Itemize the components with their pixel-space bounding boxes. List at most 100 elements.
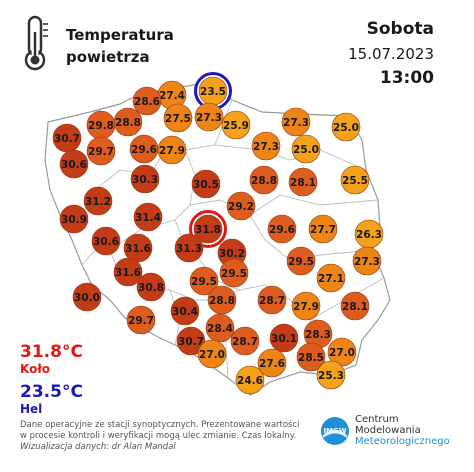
footer-credit: Wizualizacja danych: dr Alan Mandal [20, 442, 176, 452]
station-value: 23.5 [200, 86, 226, 98]
date-label: 15.07.2023 [348, 45, 434, 63]
station-marker: 28.7 [257, 285, 287, 315]
station-dot [257, 285, 287, 315]
station-marker: 25.5 [340, 165, 370, 195]
station-value: 29.5 [191, 276, 217, 288]
station-value: 30.6 [61, 159, 87, 171]
station-dot [132, 86, 162, 116]
station-value: 30.7 [178, 336, 204, 348]
station-marker: 26.3 [354, 219, 384, 249]
station-value: 29.8 [88, 120, 114, 132]
station-value: 27.3 [253, 141, 279, 153]
station-dot [352, 246, 382, 276]
station-marker: 28.6 [132, 86, 162, 116]
station-marker: 27.3 [281, 107, 311, 137]
station-dot [249, 165, 279, 195]
page-title: Temperatura powietrza [66, 24, 174, 68]
station-marker: 27.9 [291, 291, 321, 321]
footer-line-2: w procesie kontroli i weryfikacji mogą u… [20, 431, 297, 441]
station-dot [86, 136, 116, 166]
thermometer-icon [20, 14, 50, 76]
station-dot [308, 214, 338, 244]
station-marker: 25.3 [316, 360, 346, 390]
station-dot [340, 291, 370, 321]
imgw-logo: IMGW Centrum Modelowania Meteorologiczne… [320, 414, 450, 447]
logo-line-3: Meteorologicznego [355, 436, 450, 447]
station-value: 27.5 [165, 113, 191, 125]
station-dot [194, 102, 224, 132]
station-marker: 27.3 [194, 102, 224, 132]
station-dot [257, 348, 287, 378]
station-dot [163, 103, 193, 133]
station-marker: 28.3 [303, 319, 333, 349]
station-marker: 27.7 [308, 214, 338, 244]
station-value: 28.7 [259, 295, 285, 307]
station-dot [136, 272, 166, 302]
station-marker: 31.6 [113, 257, 143, 287]
station-marker: 30.0 [72, 282, 102, 312]
station-value: 30.6 [93, 236, 119, 248]
station-marker: 27.1 [316, 263, 346, 293]
station-marker: 29.2 [226, 191, 256, 221]
station-marker: 30.8 [136, 272, 166, 302]
station-dot [126, 305, 156, 335]
station-marker: 27.5 [163, 103, 193, 133]
station-value: 24.6 [237, 375, 263, 387]
station-dot [267, 214, 297, 244]
station-dot [316, 360, 346, 390]
station-dot [205, 313, 235, 343]
station-dot [193, 214, 223, 244]
station-value: 31.3 [176, 243, 202, 255]
station-value: 27.3 [196, 112, 222, 124]
station-value: 28.3 [305, 329, 331, 341]
station-value: 27.0 [329, 347, 355, 359]
title-line-2: powietrza [66, 48, 150, 66]
station-marker: 27.0 [197, 339, 227, 369]
station-dot [170, 296, 200, 326]
station-marker: 29.6 [129, 134, 159, 164]
station-dot [221, 110, 251, 140]
station-value: 29.2 [228, 201, 254, 213]
station-dot [219, 258, 249, 288]
station-value: 30.2 [219, 248, 245, 260]
station-value: 31.6 [115, 267, 141, 279]
station-marker: 27.0 [327, 337, 357, 367]
station-value: 25.0 [293, 144, 319, 156]
station-value: 29.6 [131, 144, 157, 156]
station-dot [157, 135, 187, 165]
imgw-logo-mark: IMGW [323, 427, 346, 435]
station-dot [91, 226, 121, 256]
station-value: 28.7 [232, 336, 258, 348]
station-dot [191, 169, 221, 199]
station-value: 29.7 [88, 146, 114, 158]
station-marker: 28.7 [230, 326, 260, 356]
station-dot [286, 246, 316, 276]
station-marker: 28.8 [113, 107, 143, 137]
station-value: 27.0 [199, 349, 225, 361]
max-temperature-place: Koło [20, 362, 51, 376]
station-dot [291, 134, 321, 164]
station-value: 30.4 [172, 306, 198, 318]
station-value: 25.0 [333, 122, 359, 134]
station-marker: 30.4 [170, 296, 200, 326]
station-value: 27.3 [283, 117, 309, 129]
station-marker: 25.0 [331, 112, 361, 142]
station-value: 28.8 [251, 175, 277, 187]
station-dot [226, 191, 256, 221]
station-marker: 30.7 [176, 326, 206, 356]
station-value: 28.5 [298, 352, 324, 364]
station-dot [72, 282, 102, 312]
station-value: 30.9 [61, 214, 87, 226]
station-marker: 30.1 [269, 323, 299, 353]
station-dot [269, 323, 299, 353]
station-dot [59, 149, 89, 179]
station-marker: 31.4 [133, 202, 163, 232]
station-value: 27.9 [293, 301, 319, 313]
station-value: 25.9 [223, 120, 249, 132]
station-dot [59, 204, 89, 234]
station-marker: 29.7 [126, 305, 156, 335]
imgw-logo-text: Centrum Modelowania Meteorologicznego [355, 414, 450, 447]
footer-line-1: Dane operacyjne ze stacji synoptycznych.… [20, 420, 300, 430]
station-marker: 27.4 [157, 80, 187, 110]
station-value: 30.1 [271, 333, 297, 345]
